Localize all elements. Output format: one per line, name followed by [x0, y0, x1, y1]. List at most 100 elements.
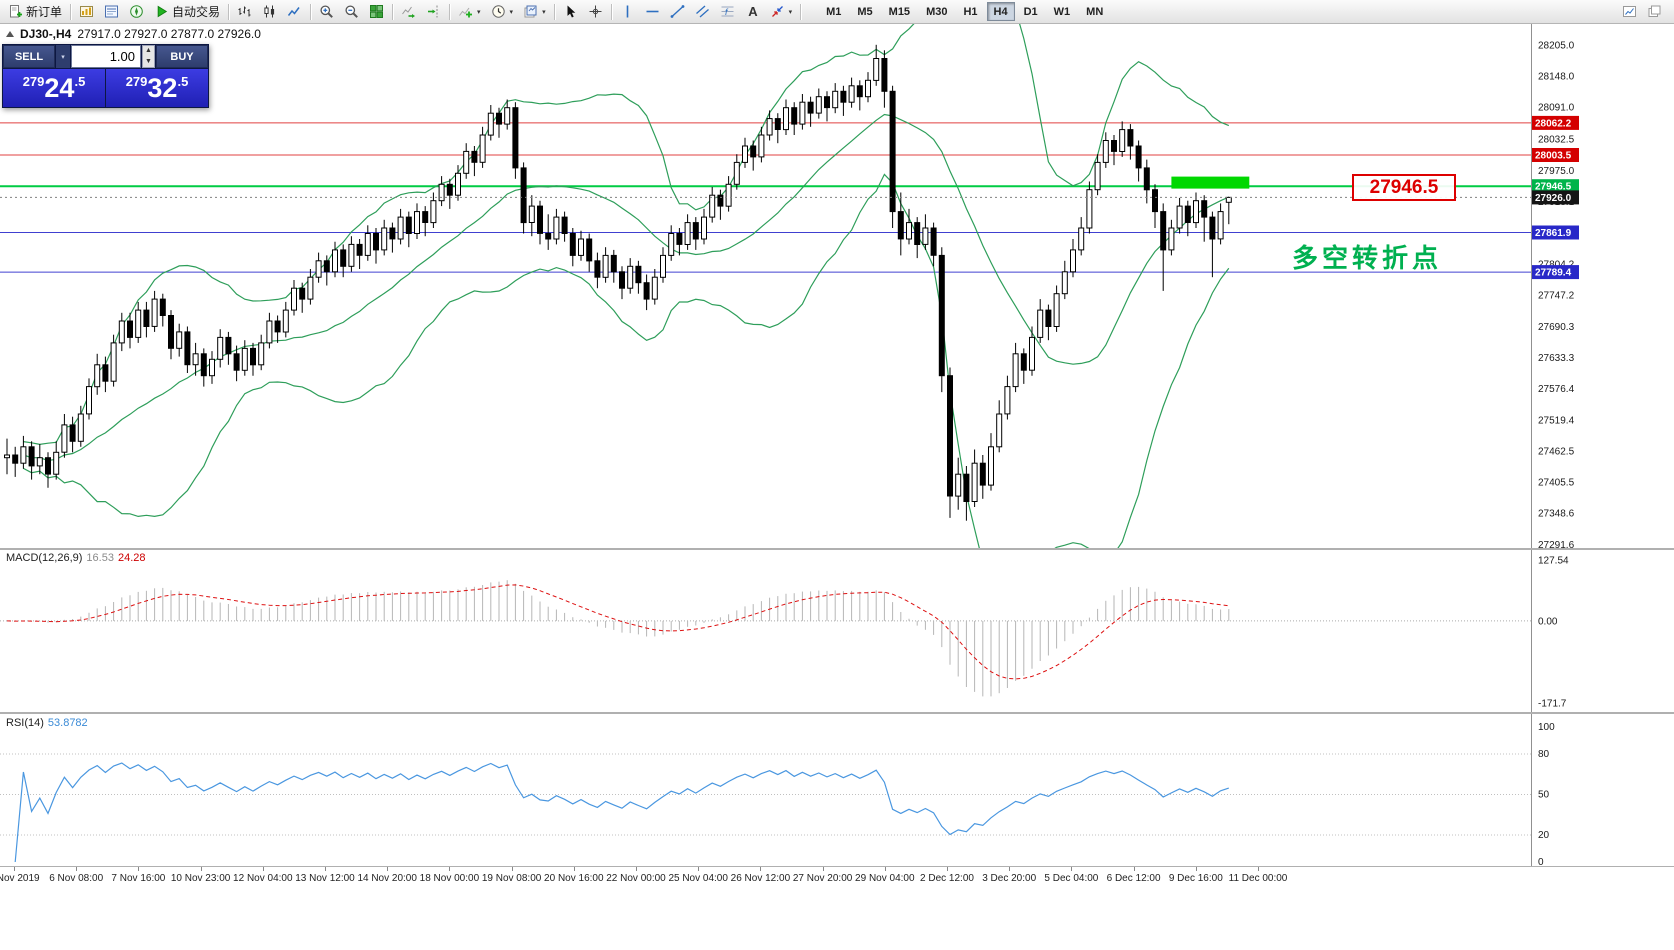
sell-price[interactable]: 279 24.5	[3, 69, 105, 107]
time-axis-label: 5 Dec 04:00	[1044, 873, 1099, 884]
market-watch-icon	[79, 4, 94, 19]
text-tool-icon: A	[745, 4, 760, 19]
window-cascade-button[interactable]	[1643, 2, 1666, 22]
crosshair-icon	[588, 4, 603, 19]
data-window-button[interactable]	[100, 2, 123, 22]
green-highlight-bar[interactable]	[1171, 176, 1250, 189]
rsi-name: RSI(14)	[6, 717, 44, 729]
line-icon	[287, 4, 302, 19]
macd-main-value: 16.53	[86, 552, 114, 564]
svg-text:27462.5: 27462.5	[1538, 446, 1575, 457]
price-callout[interactable]: 27946.5	[1352, 174, 1456, 201]
price-tag	[1532, 148, 1579, 162]
tile-windows-button[interactable]	[365, 2, 388, 22]
rsi-pane[interactable]: 100 80 50 20 0	[0, 714, 1674, 866]
fibo-icon: f	[720, 4, 735, 19]
timeframe-m15[interactable]: M15	[888, 5, 911, 18]
new-chart-button[interactable]	[1618, 2, 1641, 22]
text-button[interactable]: A	[741, 2, 764, 22]
cursor-button[interactable]	[559, 2, 582, 22]
volume-up-icon[interactable]: ▲	[145, 47, 152, 55]
svg-text:27690.3: 27690.3	[1538, 322, 1575, 333]
time-axis-label: 22 Nov 00:00	[606, 873, 666, 884]
autotrading-button[interactable]: 自动交易	[150, 2, 224, 22]
auto-scroll-button[interactable]	[397, 2, 420, 22]
zoom-out-button[interactable]	[340, 2, 363, 22]
svg-text:127.54: 127.54	[1538, 556, 1569, 567]
zoom-in-icon	[319, 4, 334, 19]
timeframe-d1[interactable]: D1	[1023, 5, 1038, 18]
svg-text:0.00: 0.00	[1538, 616, 1558, 627]
new-order-label: 新订单	[26, 5, 63, 19]
time-axis-label: 7 Nov 16:00	[111, 873, 166, 884]
indicators-button[interactable]: ▾	[454, 2, 485, 22]
time-tick	[511, 867, 513, 871]
time-axis-label: 5 Nov 2019	[0, 873, 40, 884]
turning-point-label[interactable]: 多空转折点	[1292, 244, 1443, 274]
bar-chart-button[interactable]	[233, 2, 256, 22]
volume-input[interactable]: 1.00	[71, 45, 141, 68]
hline-icon	[645, 4, 660, 19]
time-axis-label: 2 Dec 12:00	[920, 873, 974, 884]
volume-dropdown[interactable]: ▾	[56, 45, 70, 68]
time-axis-label: 25 Nov 04:00	[668, 873, 728, 884]
bars-icon	[237, 4, 252, 19]
time-tick	[138, 867, 140, 871]
caret-down-icon[interactable]: ▾	[477, 8, 481, 16]
periods-button[interactable]: ▾	[487, 2, 518, 22]
fibonacci-button[interactable]: f	[716, 2, 739, 22]
caret-down-icon[interactable]: ▾	[542, 8, 546, 16]
time-axis[interactable]: 5 Nov 2019 6 Nov 08:00 7 Nov 16:00 10 Nov 2…	[0, 867, 1674, 890]
price-axis[interactable]: 28205.028148.028091.028032.527975.027918…	[1531, 24, 1575, 548]
new-order-button[interactable]: 新订单	[4, 2, 66, 22]
crosshair-button[interactable]	[584, 2, 607, 22]
trendline-icon	[670, 4, 685, 19]
zoom-in-button[interactable]	[315, 2, 338, 22]
zoom-out-icon	[344, 4, 359, 19]
line-chart-button[interactable]	[283, 2, 306, 22]
timeframe-m30[interactable]: M30	[926, 5, 948, 18]
svg-text:50: 50	[1538, 790, 1550, 801]
equidistant-channel-button[interactable]	[691, 2, 714, 22]
timeframe-m1[interactable]: M1	[826, 5, 842, 18]
arrows-button[interactable]: ▾	[766, 2, 797, 22]
templates-button[interactable]: ▾	[519, 2, 550, 22]
trendline-button[interactable]	[666, 2, 689, 22]
vertical-line-button[interactable]	[616, 2, 639, 22]
buy-button[interactable]: BUY	[156, 45, 208, 68]
time-axis-label: 26 Nov 12:00	[730, 873, 791, 884]
volume-down-icon[interactable]: ▼	[145, 57, 152, 65]
pane-splitter[interactable]	[0, 548, 1674, 550]
sell-price-frac: .5	[74, 73, 86, 89]
candlestick-chart-button[interactable]	[258, 2, 281, 22]
svg-text:27519.4: 27519.4	[1538, 415, 1575, 426]
svg-text:27348.6: 27348.6	[1538, 509, 1575, 520]
arrows-icon	[770, 4, 785, 19]
caret-down-icon[interactable]: ▾	[788, 8, 793, 16]
volume-stepper[interactable]: ▲ ▼	[142, 45, 155, 68]
collapse-icon[interactable]	[6, 31, 14, 37]
timeframe-h1[interactable]: H1	[963, 5, 978, 18]
rsi-label: RSI(14) 53.8782	[6, 717, 88, 729]
price-tag	[1532, 265, 1579, 280]
market-watch-button[interactable]	[75, 2, 98, 22]
caret-down-icon[interactable]: ▾	[509, 8, 514, 16]
timeframe-w1[interactable]: W1	[1053, 5, 1071, 18]
horizontal-line-button[interactable]	[641, 2, 664, 22]
svg-text:28091.0: 28091.0	[1538, 103, 1575, 114]
sell-button[interactable]: SELL	[3, 45, 55, 68]
timeframe-m5[interactable]: M5	[857, 5, 873, 18]
pane-splitter[interactable]	[0, 712, 1674, 714]
timeframe-mn[interactable]: MN	[1086, 5, 1104, 18]
macd-pane[interactable]: 127.54 0.00 -171.7	[0, 550, 1674, 712]
main-chart[interactable]: 28205.028148.028091.028032.527975.027918…	[0, 24, 1674, 548]
timeframe-h4[interactable]: H4	[986, 2, 1015, 21]
toolbar-separator	[228, 3, 230, 20]
time-axis-label: 18 Nov 00:00	[419, 873, 480, 884]
navigator-button[interactable]	[125, 2, 148, 22]
buy-price[interactable]: 279 32.5	[106, 69, 208, 107]
chart-shift-button[interactable]	[422, 2, 445, 22]
svg-text:28003.5: 28003.5	[1535, 151, 1572, 162]
channel-icon	[695, 4, 710, 19]
macd-label: MACD(12,26,9) 16.53 24.28	[6, 552, 145, 564]
